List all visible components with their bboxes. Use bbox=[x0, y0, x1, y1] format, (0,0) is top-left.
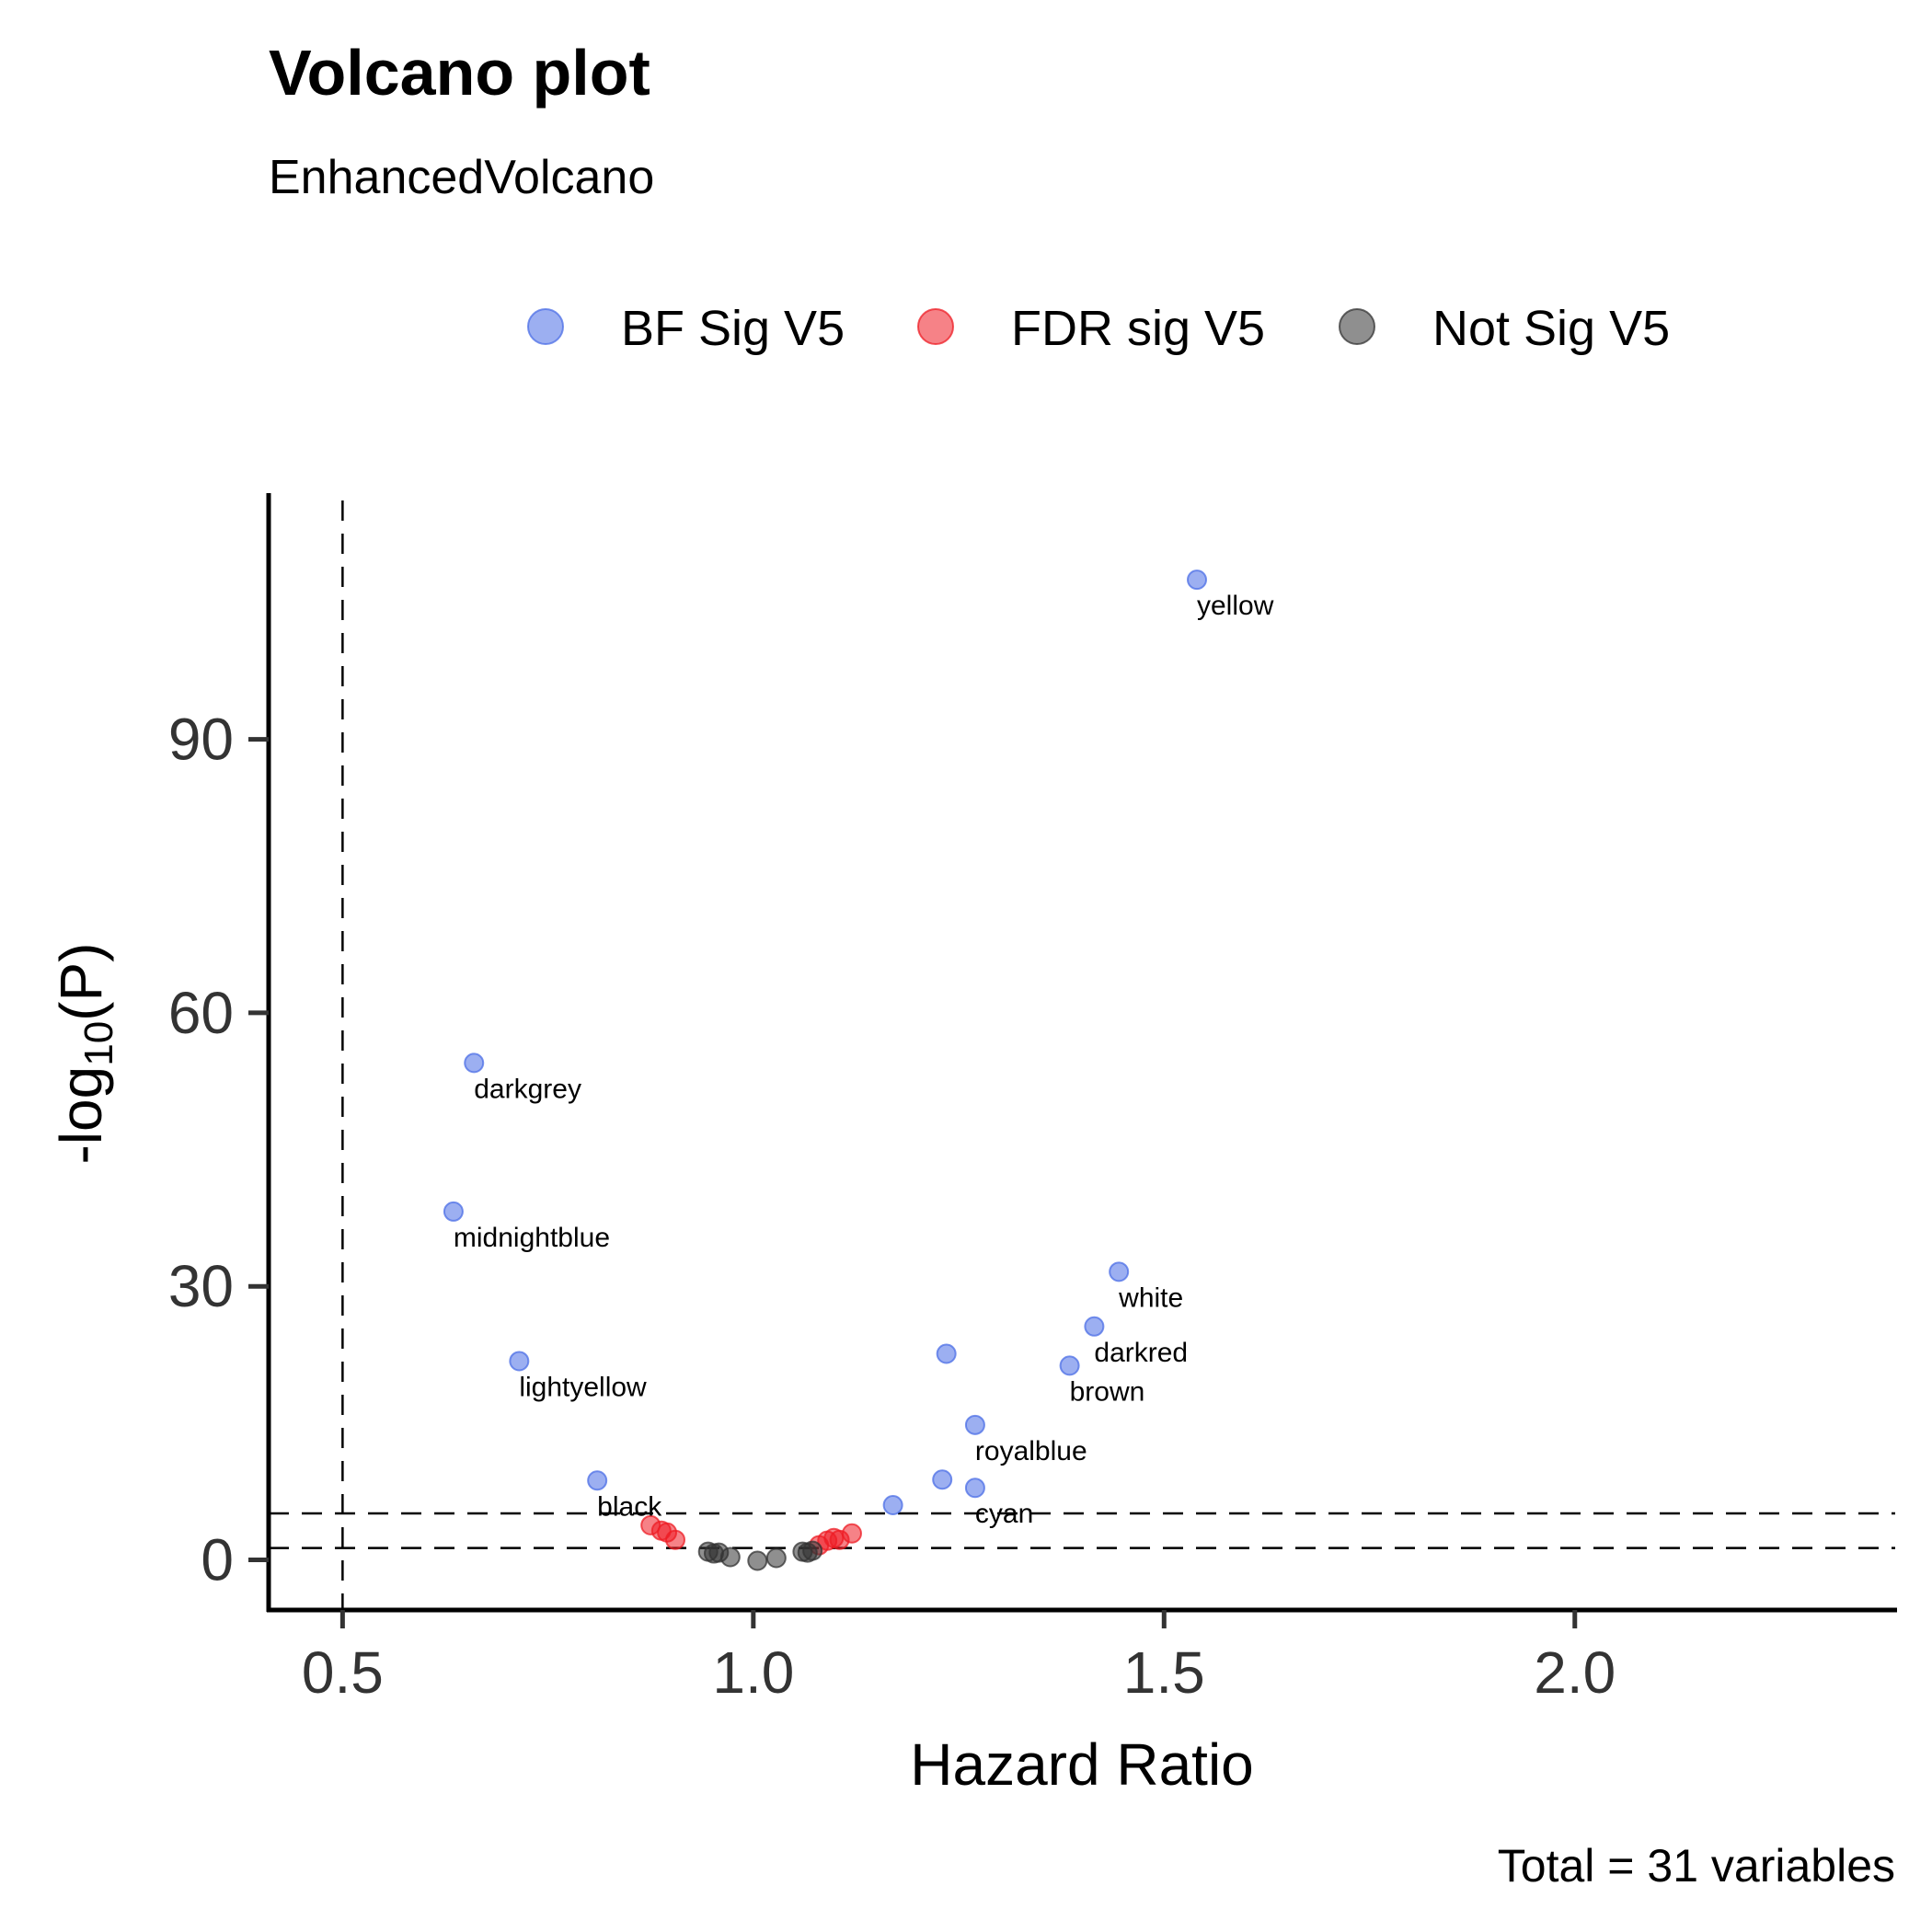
y-axis-title: -log10(P) bbox=[48, 943, 121, 1165]
point-bf-sig-v5-3 bbox=[1109, 1261, 1130, 1282]
legend-key-bf-sig-v5 bbox=[527, 308, 564, 345]
point-label-midnightblue: midnightblue bbox=[454, 1223, 610, 1253]
legend-label-bf-sig-v5: BF Sig V5 bbox=[621, 301, 845, 356]
point-label-black: black bbox=[597, 1491, 662, 1522]
point-bf-sig-v5-4 bbox=[1084, 1316, 1105, 1337]
point-bf-sig-v5-8 bbox=[964, 1414, 985, 1435]
legend-label-fdr-sig-v5: FDR sig V5 bbox=[1011, 301, 1265, 356]
x-axis-title: Hazard Ratio bbox=[910, 1731, 1254, 1798]
point-not-sig-v5-8 bbox=[802, 1540, 823, 1561]
point-not-sig-v5-4 bbox=[747, 1550, 768, 1571]
point-label-darkred: darkred bbox=[1094, 1338, 1188, 1368]
point-label-lightyellow: lightyellow bbox=[519, 1372, 647, 1402]
y-axis-ticks: 0 30 60 90 bbox=[168, 707, 269, 1593]
point-bf-sig-v5-10 bbox=[932, 1469, 953, 1490]
point-bf-sig-v5-6 bbox=[1059, 1355, 1080, 1376]
point-bf-sig-v5-2 bbox=[443, 1201, 464, 1222]
point-bf-sig-v5-11 bbox=[964, 1478, 985, 1499]
point-label-brown: brown bbox=[1070, 1376, 1145, 1407]
threshold-lines bbox=[269, 500, 1895, 1610]
x-axis-ticks: 0.5 1.0 1.5 2.0 bbox=[302, 1610, 1616, 1706]
point-bf-sig-v5-1 bbox=[464, 1052, 485, 1074]
point-not-sig-v5-3 bbox=[719, 1547, 741, 1568]
legend-label-not-sig-v5: Not Sig V5 bbox=[1432, 301, 1670, 356]
x-tick-label-1-5: 1.5 bbox=[1123, 1639, 1205, 1706]
point-bf-sig-v5-0 bbox=[1187, 569, 1208, 591]
legend: BF Sig V5 FDR sig V5 Not Sig V5 bbox=[527, 301, 1670, 356]
y-tick-label-0: 0 bbox=[201, 1526, 234, 1593]
x-tick-label-2-0: 2.0 bbox=[1534, 1639, 1616, 1706]
point-bf-sig-v5-7 bbox=[509, 1351, 530, 1372]
point-label-royalblue: royalblue bbox=[975, 1436, 1087, 1466]
point-label-cyan: cyan bbox=[975, 1499, 1033, 1529]
data-points bbox=[443, 569, 1208, 1571]
point-label-darkgrey: darkgrey bbox=[474, 1074, 581, 1104]
y-tick-label-60: 60 bbox=[168, 980, 234, 1046]
point-bf-sig-v5-12 bbox=[882, 1495, 903, 1516]
x-tick-label-1-0: 1.0 bbox=[712, 1639, 794, 1706]
point-bf-sig-v5-5 bbox=[936, 1343, 957, 1364]
point-labels: yellow darkgrey midnightblue white darkred br… bbox=[454, 591, 1274, 1529]
y-tick-label-30: 30 bbox=[168, 1253, 234, 1319]
chart-caption: Total = 31 variables bbox=[1498, 1840, 1895, 1892]
y-axis-title-subscript: 10 bbox=[76, 1021, 121, 1066]
point-fdr-sig-v5-8 bbox=[841, 1523, 862, 1544]
point-not-sig-v5-5 bbox=[765, 1547, 787, 1569]
point-label-yellow: yellow bbox=[1197, 591, 1274, 621]
y-tick-label-90: 90 bbox=[168, 707, 234, 773]
y-axis-title-tail: (P) bbox=[48, 943, 114, 1021]
legend-key-fdr-sig-v5 bbox=[917, 308, 954, 345]
y-axis-title-main: -log bbox=[48, 1066, 114, 1165]
point-label-white: white bbox=[1118, 1282, 1183, 1313]
chart-subtitle: EnhancedVolcano bbox=[269, 151, 654, 204]
point-bf-sig-v5-9 bbox=[587, 1470, 608, 1491]
legend-key-not-sig-v5 bbox=[1339, 308, 1375, 345]
point-fdr-sig-v5-3 bbox=[665, 1529, 685, 1550]
x-tick-label-0-5: 0.5 bbox=[302, 1639, 384, 1706]
chart-title: Volcano plot bbox=[269, 37, 650, 109]
